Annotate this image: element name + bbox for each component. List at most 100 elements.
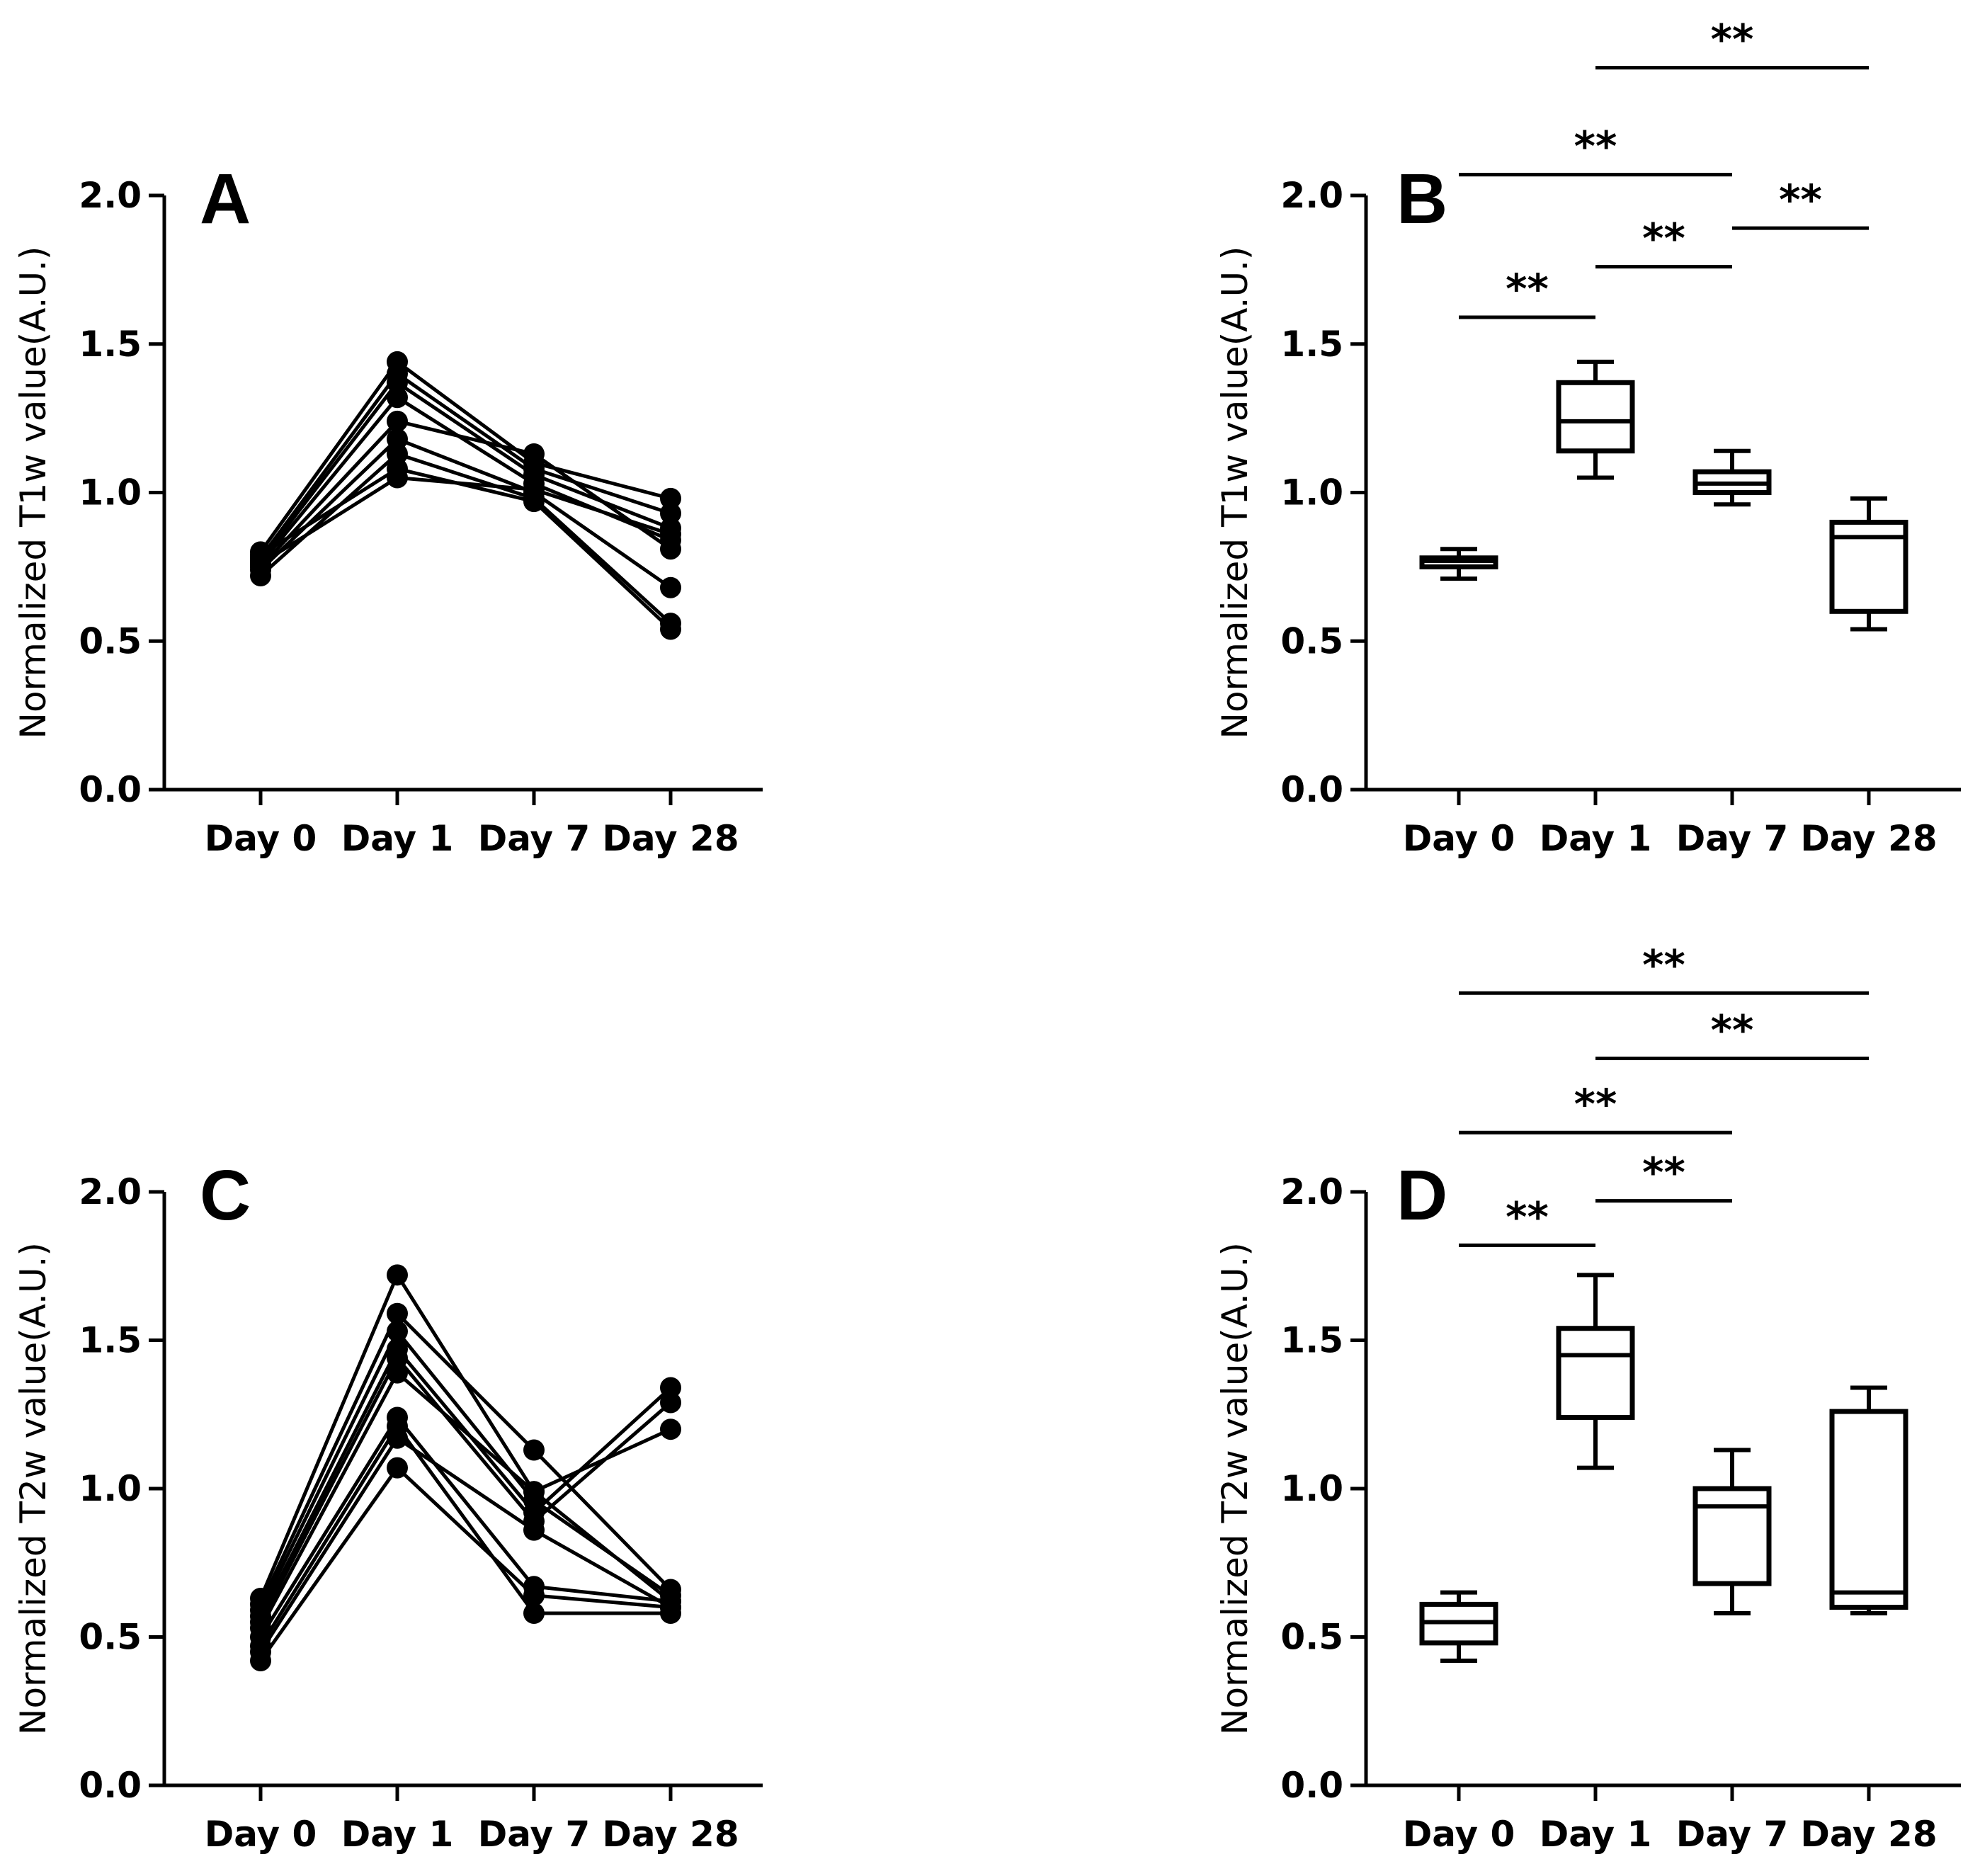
series-line	[258, 1424, 671, 1647]
data-point	[660, 1377, 681, 1399]
y-axis-title: Normalized T1w value(A.U.)	[13, 246, 54, 739]
box-iqr	[1692, 1486, 1772, 1586]
y-tick-label: 1.5	[1280, 324, 1343, 365]
box-iqr	[1556, 380, 1635, 454]
data-point	[387, 1302, 408, 1324]
data-point	[660, 618, 681, 640]
series-line	[258, 1329, 672, 1611]
series-line	[258, 372, 671, 559]
data-point	[387, 372, 408, 394]
significance-label: **	[1506, 1193, 1549, 1241]
panel-c: 0.0 0.5 1.0 1.5 2.0 Day 0 Day 1 Day 7 Day 28 Norm…	[13, 1156, 763, 1855]
y-tick-label: 1.5	[79, 324, 142, 365]
y-tick-label: 2.0	[1280, 175, 1343, 216]
y-axis-title: Normalized T2w value(A.U.)	[1214, 1242, 1256, 1735]
panel-d: 0.0 0.5 1.0 1.5 2.0 Day 0 Day 1 Day 7 Day 28 Norm…	[1214, 940, 1961, 1855]
x-tick-label: Day 7	[478, 1814, 591, 1855]
y-axis-title: Normalized T2w value(A.U.)	[13, 1242, 54, 1735]
significance-label: **	[1506, 265, 1549, 313]
data-point	[387, 1264, 408, 1286]
x-tick-label: Day 28	[602, 818, 739, 859]
data-point	[523, 1602, 545, 1624]
box-0	[1419, 547, 1498, 581]
data-point	[387, 1347, 408, 1369]
y-tick-label: 0.5	[79, 1617, 142, 1658]
data-point	[660, 1596, 681, 1618]
y-tick-label: 0.5	[79, 620, 142, 661]
series-line	[258, 1466, 671, 1662]
data-point	[660, 538, 681, 560]
significance-label: **	[1574, 1080, 1617, 1128]
significance-label: **	[1574, 123, 1617, 171]
panel-b: 0.0 0.5 1.0 1.5 2.0 Day 0 Day 1 Day 7 Day 28 Norm…	[1214, 16, 1961, 859]
series-line	[258, 1371, 672, 1630]
panel-a: 0.0 0.5 1.0 1.5 2.0 Day 0 Day 1 Day 7 Day 28 Norm…	[13, 159, 763, 859]
x-tick-label: Day 0	[205, 818, 317, 859]
data-point	[660, 487, 681, 509]
panel-letter-a: A	[200, 159, 251, 239]
data-point	[387, 443, 408, 465]
y-tick-label: 0.5	[1280, 1617, 1343, 1658]
significance-label: **	[1642, 940, 1685, 989]
y-tick-label: 2.0	[79, 175, 142, 216]
significance-label: **	[1711, 1006, 1754, 1054]
x-tick-label: Day 0	[1403, 1814, 1515, 1855]
box-0	[1419, 1590, 1498, 1664]
data-point	[523, 479, 545, 501]
data-point	[660, 1419, 681, 1440]
y-tick-label: 0.0	[79, 769, 142, 810]
data-point	[523, 443, 545, 465]
box-3	[1829, 496, 1908, 632]
box-1	[1556, 1273, 1635, 1470]
x-tick-label: Day 1	[1540, 1814, 1652, 1855]
y-tick-label: 0.5	[1280, 620, 1343, 661]
series-line	[259, 437, 672, 589]
x-tick-label: Day 28	[1800, 1814, 1937, 1855]
data-point	[660, 1392, 681, 1414]
y-tick-label: 1.0	[79, 1468, 142, 1509]
x-tick-label: Day 28	[602, 1814, 739, 1855]
y-tick-label: 1.5	[1280, 1320, 1343, 1361]
data-point	[250, 1650, 271, 1672]
data-point	[660, 523, 681, 545]
significance-label: **	[1642, 215, 1685, 263]
y-tick-label: 0.0	[1280, 769, 1343, 810]
box-1	[1556, 359, 1635, 480]
data-point	[250, 553, 271, 575]
y-tick-label: 0.0	[1280, 1765, 1343, 1806]
data-point	[387, 387, 408, 409]
x-tick-label: Day 7	[1676, 818, 1789, 859]
data-point	[660, 576, 681, 598]
series-line	[259, 380, 671, 562]
series-line	[259, 452, 672, 625]
data-point	[387, 428, 408, 450]
panel-letter-d: D	[1396, 1156, 1447, 1235]
x-tick-label: Day 7	[1676, 1814, 1789, 1855]
box-2	[1692, 448, 1772, 507]
data-point	[387, 1457, 408, 1479]
y-tick-label: 2.0	[1280, 1171, 1343, 1212]
series-line	[258, 1436, 672, 1653]
y-tick-label: 1.0	[1280, 472, 1343, 513]
significance-label: **	[1711, 16, 1754, 64]
y-tick-label: 0.0	[79, 1765, 142, 1806]
series-line	[258, 360, 671, 553]
significance-label: **	[1779, 176, 1822, 224]
x-tick-label: Day 1	[1540, 818, 1652, 859]
x-tick-label: Day 1	[341, 1814, 454, 1855]
box-iqr	[1556, 1326, 1635, 1420]
significance-label: **	[1642, 1149, 1685, 1197]
series-line	[258, 1356, 672, 1623]
x-tick-label: Day 28	[1800, 818, 1937, 859]
x-tick-label: Day 1	[341, 818, 454, 859]
y-axis-title: Normalized T1w value(A.U.)	[1214, 246, 1256, 739]
box-3	[1829, 1385, 1908, 1615]
series-line	[258, 1312, 672, 1605]
data-point	[523, 1439, 545, 1461]
y-tick-label: 1.0	[79, 472, 142, 513]
data-point	[523, 1519, 545, 1541]
data-point	[523, 1584, 545, 1606]
series-line	[259, 419, 672, 569]
y-tick-label: 1.0	[1280, 1468, 1343, 1509]
